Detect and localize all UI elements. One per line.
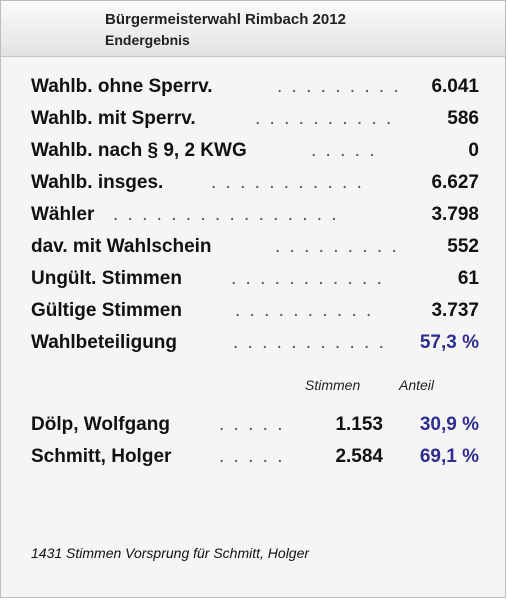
candidate-share: 30,9 %	[419, 414, 479, 435]
stat-row: Wahlb. insges. . . . . . . . . . . . 6.6…	[31, 168, 479, 198]
stat-row: Wahlb. nach § 9, 2 KWG . . . . . 0	[31, 136, 479, 166]
stat-row: Gültige Stimmen . . . . . . . . . . 3.73…	[31, 296, 479, 326]
stat-label: Ungült. Stimmen	[31, 268, 182, 289]
stat-value: 3.737	[431, 300, 479, 321]
leader-dots: . . . . . . . . . . .	[231, 268, 384, 289]
stat-label: Gültige Stimmen	[31, 300, 182, 321]
stat-value: 586	[447, 108, 479, 129]
column-header-share: Anteil	[399, 377, 435, 393]
leader-dots: . . . . . . . . . . . . . . . .	[113, 204, 339, 225]
panel-subtitle: Endergebnis	[105, 32, 190, 48]
stat-row: Wahlb. mit Sperrv. . . . . . . . . . . 5…	[31, 104, 479, 134]
stat-value: 0	[468, 140, 479, 161]
candidate-votes: 1.153	[335, 414, 383, 435]
stat-value: 3.798	[431, 204, 479, 225]
stat-value: 61	[457, 268, 479, 289]
stat-label: Wahlb. ohne Sperrv.	[31, 76, 213, 97]
candidate-share: 69,1 %	[419, 446, 479, 467]
stat-label: Wahlb. insges.	[31, 172, 164, 193]
stat-row: Wahlb. ohne Sperrv. . . . . . . . . . 6.…	[31, 72, 479, 102]
leader-dots: . . . . .	[219, 414, 285, 435]
stat-value: 6.041	[431, 76, 479, 97]
stat-row-turnout: Wahlbeteiligung . . . . . . . . . . . 57…	[31, 328, 479, 358]
candidate-row: Schmitt, Holger . . . . . 2.584 69,1 %	[31, 442, 479, 472]
leader-dots: . . . . . . . . . .	[235, 300, 374, 321]
stat-value: 552	[447, 236, 479, 257]
stat-value: 6.627	[431, 172, 479, 193]
candidate-votes: 2.584	[335, 446, 383, 467]
stat-label: dav. mit Wahlschein	[31, 236, 212, 257]
panel-title: Bürgermeisterwahl Rimbach 2012	[105, 11, 346, 28]
stat-label: Wähler	[31, 204, 95, 225]
leader-dots: . . . . . . . . .	[277, 76, 401, 97]
leader-dots: . . . . . . . . . . .	[211, 172, 364, 193]
stat-label: Wahlb. nach § 9, 2 KWG	[31, 140, 247, 161]
stat-row: Ungült. Stimmen . . . . . . . . . . . 61	[31, 264, 479, 294]
candidate-name: Dölp, Wolfgang	[31, 414, 170, 435]
leader-dots: . . . . . . . . . .	[255, 108, 394, 129]
turnout-value: 57,3 %	[419, 332, 479, 353]
stat-row: dav. mit Wahlschein . . . . . . . . . 55…	[31, 232, 479, 262]
lead-summary: 1431 Stimmen Vorsprung für Schmitt, Holg…	[31, 545, 310, 561]
leader-dots: . . . . .	[219, 446, 285, 467]
candidate-row: Dölp, Wolfgang . . . . . 1.153 30,9 %	[31, 410, 479, 440]
stat-label: Wahlb. mit Sperrv.	[31, 108, 196, 129]
panel-header: Bürgermeisterwahl Rimbach 2012 Endergebn…	[1, 1, 505, 57]
leader-dots: . . . . .	[311, 140, 377, 161]
leader-dots: . . . . . . . . . . .	[233, 332, 386, 353]
stat-label: Wahlbeteiligung	[31, 332, 178, 353]
stat-row: Wähler . . . . . . . . . . . . . . . . 3…	[31, 200, 479, 230]
column-header-votes: Stimmen	[305, 377, 361, 393]
candidate-name: Schmitt, Holger	[31, 446, 172, 467]
leader-dots: . . . . . . . . .	[275, 236, 399, 257]
